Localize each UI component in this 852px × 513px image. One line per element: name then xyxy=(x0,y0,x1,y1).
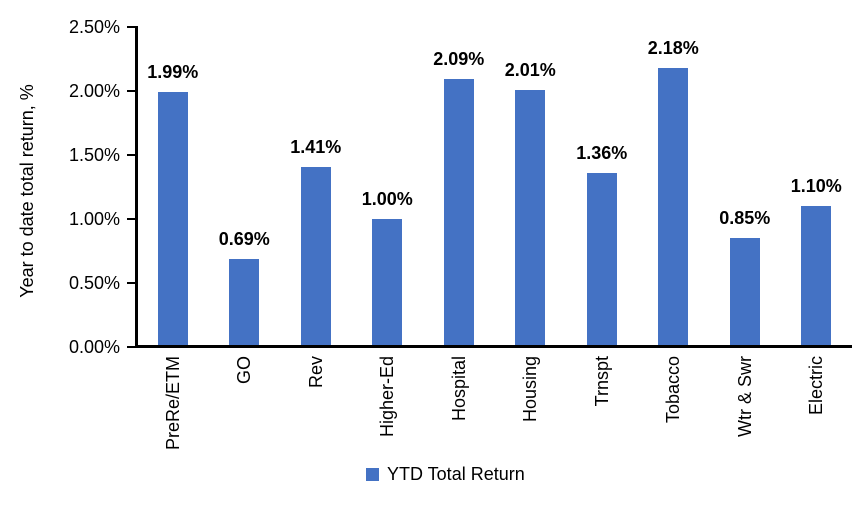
y-tick-label: 0.50% xyxy=(68,273,120,293)
bar xyxy=(515,89,546,347)
y-tick-mark xyxy=(127,346,137,348)
bar xyxy=(586,172,617,347)
bar-value-label: 1.36% xyxy=(576,142,628,163)
x-category-label: Housing xyxy=(520,356,541,423)
bar xyxy=(157,92,188,347)
bar xyxy=(300,166,331,347)
bar-value-label: 1.10% xyxy=(790,176,842,197)
legend-label: YTD Total Return xyxy=(387,464,525,484)
y-tick-label: 1.50% xyxy=(68,145,120,165)
y-tick-label: 1.00% xyxy=(68,209,120,229)
y-tick-label: 2.50% xyxy=(68,17,120,37)
bar xyxy=(729,238,760,347)
bar-value-label: 0.85% xyxy=(719,208,771,229)
bar xyxy=(658,67,689,347)
bar-value-label: 2.18% xyxy=(647,37,699,58)
bar-value-label: 1.00% xyxy=(361,189,413,209)
bar-value-label: 0.69% xyxy=(218,228,270,249)
x-category-label: PreRe/ETM xyxy=(162,356,183,451)
y-tick-mark xyxy=(127,218,137,220)
bar-value-label: 1.41% xyxy=(290,136,342,157)
bar xyxy=(443,79,474,347)
x-category-label: Electric xyxy=(806,356,827,416)
y-tick-mark xyxy=(127,282,137,284)
y-tick-mark xyxy=(127,90,137,92)
x-axis-line xyxy=(135,345,852,348)
x-category-label: Rev xyxy=(305,356,326,389)
bar-value-label: 2.01% xyxy=(504,59,556,80)
bar xyxy=(229,258,260,347)
y-tick-label: 0.00% xyxy=(68,337,120,357)
y-tick-mark xyxy=(127,154,137,156)
x-category-label: Wtr & Swr xyxy=(734,356,755,437)
bar-value-label: 2.09% xyxy=(433,49,485,70)
x-category-label: Higher-Ed xyxy=(377,356,398,438)
y-axis-line xyxy=(135,26,138,348)
x-category-label: Tobacco xyxy=(663,356,684,424)
bar xyxy=(372,219,403,347)
legend-swatch-icon xyxy=(366,467,379,481)
y-tick-mark xyxy=(127,26,137,28)
x-category-label: Hospital xyxy=(448,356,469,422)
x-category-label: Trnspt xyxy=(591,356,612,407)
bar-value-label: 1.99% xyxy=(147,62,199,83)
bar xyxy=(801,206,832,347)
legend: YTD Total Return xyxy=(366,463,525,485)
x-category-label: GO xyxy=(234,356,255,385)
y-tick-label: 2.00% xyxy=(68,81,120,101)
